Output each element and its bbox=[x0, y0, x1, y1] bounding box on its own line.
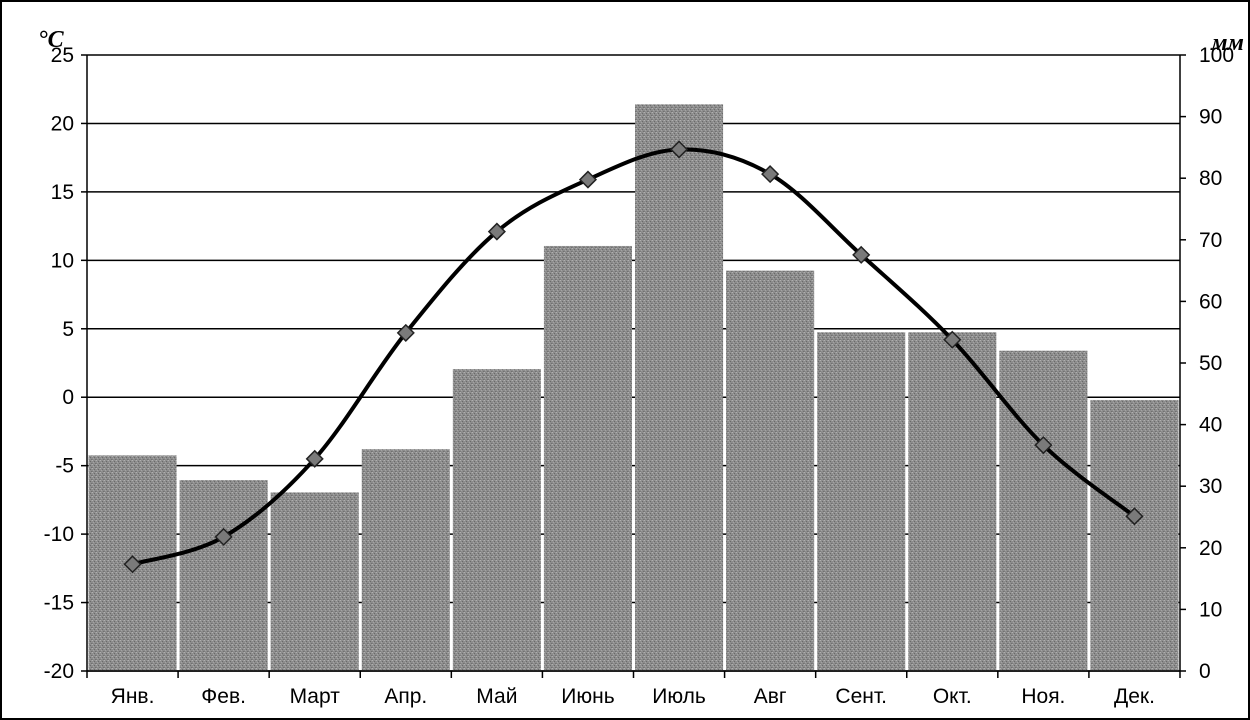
temperature-point bbox=[214, 527, 233, 546]
y-left-tick-label: 25 bbox=[51, 44, 74, 67]
y-left-tick-label: 15 bbox=[51, 181, 74, 204]
precipitation-bars bbox=[88, 104, 1179, 671]
precipitation-bar bbox=[999, 350, 1088, 671]
x-tick-label: Март bbox=[290, 685, 341, 708]
temperature-point bbox=[578, 170, 598, 189]
y-left-tick-label: -10 bbox=[44, 523, 74, 546]
precipitation-bar bbox=[908, 332, 997, 671]
y-left-tick-label: 5 bbox=[62, 318, 74, 341]
precipitation-bar bbox=[361, 449, 450, 671]
precipitation-bar bbox=[452, 369, 541, 671]
y-right-tick-label: 80 bbox=[1199, 167, 1222, 190]
x-tick-label: Фев. bbox=[201, 685, 246, 708]
precipitation-bar bbox=[270, 492, 359, 671]
precipitation-bar bbox=[726, 270, 815, 671]
y-left-tick-label: -5 bbox=[55, 455, 74, 478]
y-left-tick-label: 10 bbox=[51, 249, 74, 272]
y-right-tick-label: 90 bbox=[1199, 106, 1222, 129]
axes: -20 -15 -10 -5 0 5 10 15 20 25 0 10 20 30 40 50 60 70 80 90… bbox=[44, 44, 1234, 708]
temperature-point bbox=[669, 140, 689, 159]
y-right-tick-label: 60 bbox=[1199, 290, 1222, 313]
y-right-tick-label: 20 bbox=[1199, 537, 1222, 560]
y-right-tick-label: 30 bbox=[1199, 475, 1222, 498]
y-right-tick-label: 10 bbox=[1199, 598, 1222, 621]
x-tick-label: Окт. bbox=[933, 685, 972, 708]
temperature-line bbox=[123, 140, 1144, 574]
x-tick-label: Дек. bbox=[1114, 685, 1155, 708]
y-left-tick-label: -20 bbox=[44, 660, 74, 683]
temperature-point bbox=[943, 330, 962, 349]
x-tick-label: Апр. bbox=[384, 685, 427, 708]
precipitation-bar bbox=[1090, 399, 1179, 671]
x-tick-label: Янв. bbox=[111, 685, 155, 708]
temperature-point bbox=[305, 449, 324, 468]
y-right-tick-label: 70 bbox=[1199, 229, 1222, 252]
x-tick-label: Ноя. bbox=[1021, 685, 1065, 708]
precipitation-bar bbox=[179, 480, 268, 671]
y-left-tick-label: -15 bbox=[44, 592, 74, 615]
x-tick-label: Май bbox=[476, 685, 517, 708]
y-left-tick-label: 0 bbox=[62, 386, 74, 409]
temperature-point bbox=[1125, 507, 1144, 526]
x-tick-label: Июнь bbox=[561, 685, 614, 708]
y-left-tick-label: 20 bbox=[51, 112, 74, 135]
temperature-point bbox=[761, 165, 780, 184]
y-right-tick-label: 50 bbox=[1199, 352, 1222, 375]
x-tick-label: Сент. bbox=[835, 685, 887, 708]
temperature-point bbox=[1034, 436, 1053, 455]
y-right-unit-label: мм bbox=[1210, 30, 1244, 56]
temperature-point bbox=[123, 555, 142, 574]
y-right-tick-label: 100 bbox=[1199, 44, 1234, 67]
temperature-point bbox=[487, 222, 506, 241]
y-right-tick-label: 0 bbox=[1199, 660, 1211, 683]
x-tick-label: Июль bbox=[652, 685, 706, 708]
y-left-unit-label: °C bbox=[38, 27, 65, 53]
y-right-tick-label: 40 bbox=[1199, 414, 1222, 437]
precipitation-bar bbox=[543, 245, 632, 671]
temperature-point bbox=[396, 323, 415, 342]
x-tick-label: Авг bbox=[754, 685, 787, 708]
temperature-point bbox=[852, 245, 871, 264]
precipitation-bar bbox=[635, 104, 724, 671]
precipitation-bar bbox=[817, 332, 906, 671]
